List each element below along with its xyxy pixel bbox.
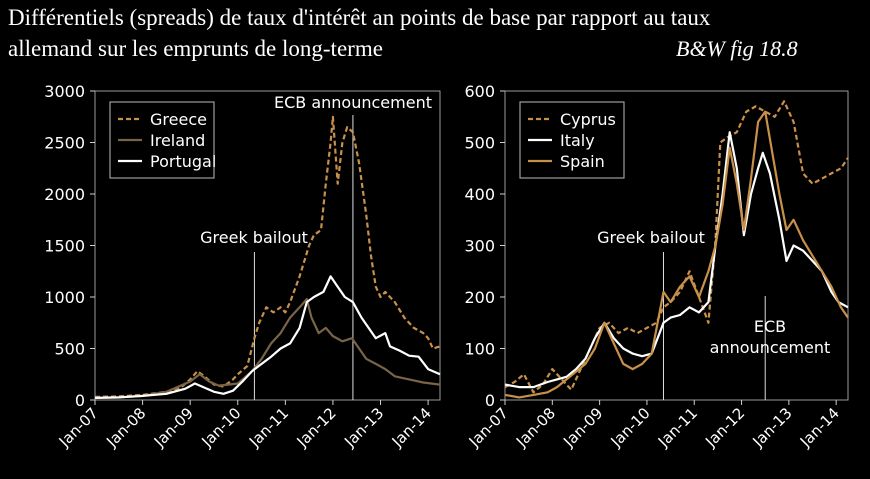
legend-label: Portugal bbox=[150, 152, 216, 171]
annotation-label: ECB bbox=[754, 317, 786, 336]
y-tick-label: 1000 bbox=[44, 288, 85, 307]
legend-label: Cyprus bbox=[560, 110, 616, 129]
y-tick-label: 0 bbox=[485, 391, 495, 410]
series-line-italy bbox=[504, 131, 849, 389]
y-tick-label: 0 bbox=[75, 391, 85, 410]
x-tick-label: Jan-14 bbox=[796, 404, 843, 451]
legend-label: Spain bbox=[560, 152, 605, 171]
y-tick-label: 2500 bbox=[44, 134, 85, 153]
series-line-spain bbox=[504, 110, 849, 399]
annotation-label: Greek bailout bbox=[597, 228, 705, 247]
annotation-label: announcement bbox=[710, 338, 831, 357]
x-tick-label: Jan-08 bbox=[512, 404, 559, 451]
legend-label: Italy bbox=[560, 131, 595, 150]
y-tick-label: 500 bbox=[54, 340, 85, 359]
title-line-1: Différentiels (spreads) de taux d'intérê… bbox=[8, 5, 711, 30]
chart-title: Différentiels (spreads) de taux d'intérê… bbox=[8, 2, 710, 64]
legend: Greece Ireland Portugal bbox=[109, 101, 216, 179]
x-tick-label: Jan-12 bbox=[293, 404, 340, 451]
x-tick-label: Jan-11 bbox=[654, 404, 701, 451]
y-tick-label: 300 bbox=[464, 237, 495, 256]
x-tick-label: Jan-11 bbox=[245, 404, 292, 451]
x-tick-label: Jan-09 bbox=[559, 404, 606, 451]
y-tick-label: 400 bbox=[464, 185, 495, 204]
x-tick-label: Jan-07 bbox=[55, 404, 102, 451]
series-line-greece bbox=[94, 115, 441, 398]
x-tick-label: Jan-07 bbox=[465, 404, 512, 451]
series-line-ireland bbox=[94, 298, 441, 399]
x-tick-label: Jan-12 bbox=[701, 404, 748, 451]
x-tick-label: Jan-14 bbox=[388, 404, 435, 451]
y-tick-label: 100 bbox=[464, 340, 495, 359]
x-tick-label: Jan-08 bbox=[102, 404, 149, 451]
y-tick-label: 1500 bbox=[44, 237, 85, 256]
series-line-cyprus bbox=[504, 100, 849, 394]
y-tick-label: 2000 bbox=[44, 185, 85, 204]
x-tick-label: Jan-10 bbox=[607, 404, 654, 451]
source-credit: B&W fig 18.8 bbox=[676, 36, 798, 61]
legend-label: Greece bbox=[150, 110, 207, 129]
x-tick-label: Jan-13 bbox=[340, 404, 387, 451]
y-tick-label: 200 bbox=[464, 288, 495, 307]
x-tick-label: Jan-10 bbox=[197, 404, 244, 451]
legend-label: Ireland bbox=[150, 131, 205, 150]
annotation-label: Greek bailout bbox=[200, 228, 308, 247]
y-tick-label: 3000 bbox=[44, 82, 85, 101]
annotation-label: ECB announcement bbox=[274, 93, 432, 112]
x-tick-label: Jan-09 bbox=[150, 404, 197, 451]
legend: Cyprus Italy Spain bbox=[519, 101, 625, 179]
y-tick-label: 500 bbox=[464, 134, 495, 153]
title-line-2: allemand sur les emprunts de long-terme bbox=[8, 36, 383, 61]
series-line-portugal bbox=[94, 275, 441, 399]
y-tick-label: 600 bbox=[464, 82, 495, 101]
x-tick-label: Jan-13 bbox=[749, 404, 796, 451]
